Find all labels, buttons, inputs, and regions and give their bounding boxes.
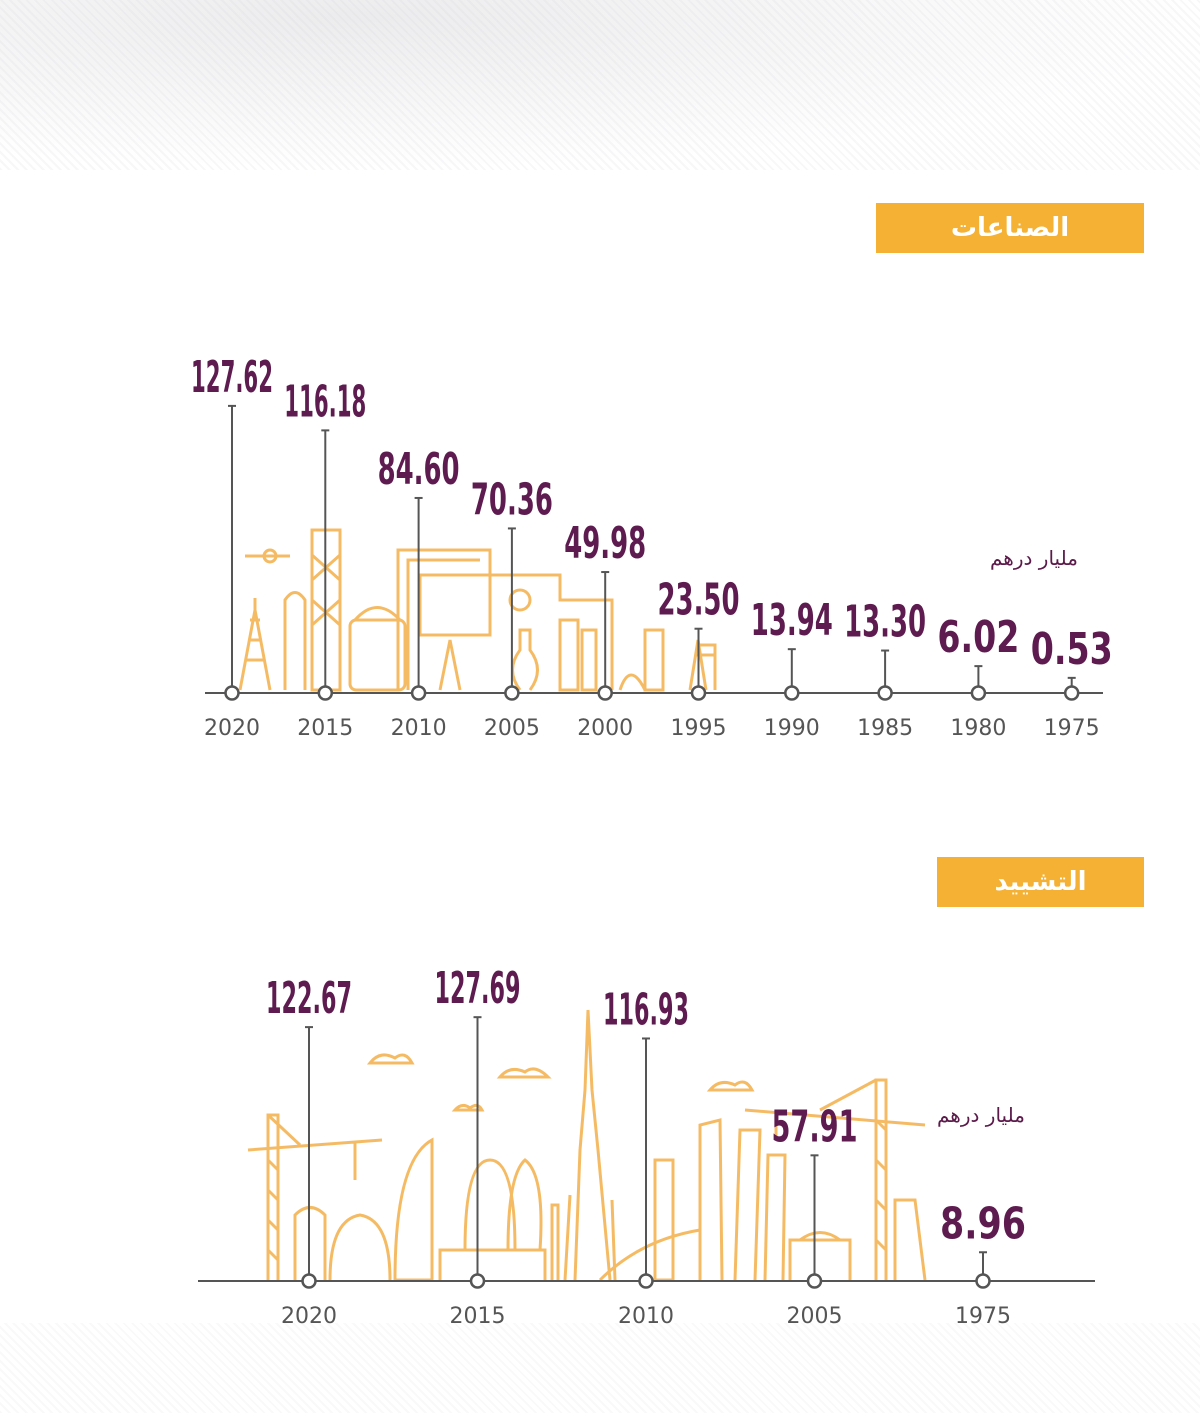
value-label: 23.50 — [658, 575, 740, 626]
year-marker — [1063, 685, 1080, 701]
year-tick-label: 2010 — [618, 1304, 674, 1329]
value-label: 116.93 — [603, 984, 689, 1035]
year-marker — [784, 685, 800, 701]
year-tick-label: 2010 — [391, 716, 447, 741]
value-label: 0.53 — [1031, 624, 1113, 675]
year-marker — [877, 685, 893, 701]
year-tick-label: 1985 — [857, 716, 913, 741]
year-marker — [317, 685, 334, 701]
value-label: 13.30 — [844, 597, 926, 648]
year-tick-label: 2015 — [297, 716, 353, 741]
year-tick-label: 1975 — [955, 1304, 1011, 1329]
year-tick-label: 1975 — [1044, 716, 1100, 741]
year-marker — [975, 1273, 991, 1289]
year-tick-label: 2020 — [204, 716, 260, 741]
year-tick-label: 1980 — [950, 716, 1006, 741]
value-label: 57.91 — [772, 1101, 858, 1152]
year-tick-label: 2005 — [484, 716, 540, 741]
year-tick-label: 2015 — [450, 1304, 506, 1329]
year-marker — [504, 685, 520, 701]
value-label: 84.60 — [378, 444, 460, 495]
year-marker — [469, 1273, 486, 1289]
footer-texture — [0, 1323, 1200, 1413]
header-texture — [0, 0, 1200, 170]
value-label: 122.67 — [266, 973, 352, 1024]
factory-illustration — [238, 528, 717, 692]
year-tick-label: 2000 — [577, 716, 633, 741]
skyline-illustration — [247, 1009, 927, 1282]
value-label: 6.02 — [937, 612, 1019, 663]
value-label: 49.98 — [564, 518, 646, 569]
year-marker — [301, 1273, 317, 1289]
year-tick-label: 1990 — [764, 716, 820, 741]
manufacturing-chart: 127.62 2020 116.18 2015 84.60 2010 70.36 2005 49… — [191, 352, 1113, 741]
chart1-title: الصناعات التحويلية — [876, 203, 1144, 293]
year-marker — [638, 1273, 654, 1289]
year-marker — [970, 685, 987, 701]
chart2-unit-label: مليار درهم — [937, 1103, 1025, 1127]
year-tick-label: 2005 — [787, 1304, 843, 1329]
value-label: 116.18 — [284, 376, 366, 427]
year-tick-label: 2020 — [281, 1304, 337, 1329]
year-tick-label: 1995 — [671, 716, 727, 741]
value-label: 8.96 — [940, 1198, 1026, 1249]
year-marker — [410, 685, 427, 701]
value-label: 13.94 — [751, 595, 833, 646]
year-marker — [690, 685, 707, 701]
chart2-title: التشييد والبناء — [937, 857, 1144, 947]
year-marker — [806, 1273, 823, 1289]
value-label: 70.36 — [471, 474, 553, 525]
year-marker — [224, 685, 240, 701]
year-marker — [597, 685, 613, 701]
value-label: 127.69 — [435, 963, 521, 1014]
value-label: 127.62 — [191, 352, 273, 403]
chart1-unit-label: مليار درهم — [990, 546, 1078, 570]
